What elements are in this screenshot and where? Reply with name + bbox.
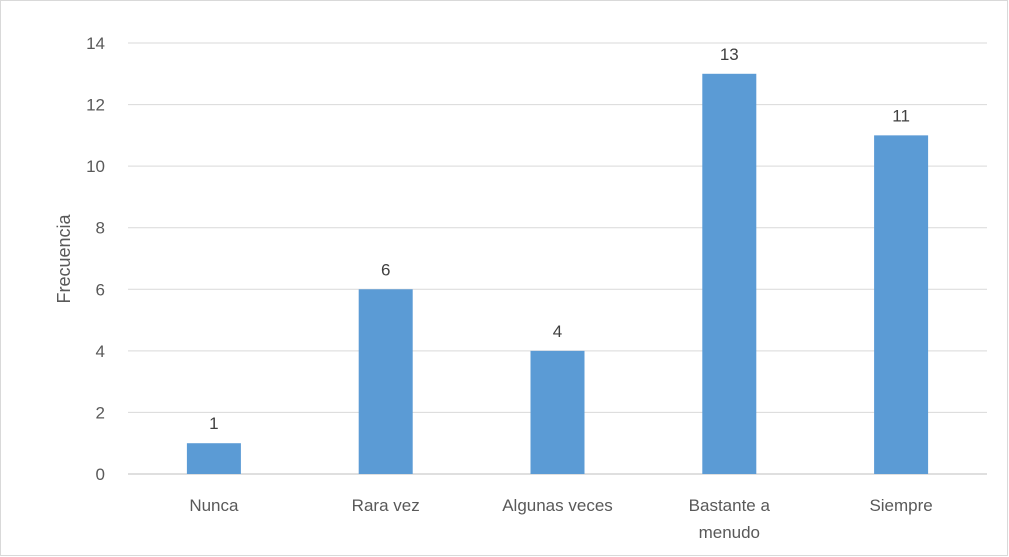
x-category-label: Nunca bbox=[189, 496, 239, 515]
y-axis-title: Frecuencia bbox=[54, 213, 74, 303]
y-tick-label: 2 bbox=[96, 403, 105, 422]
x-axis-categories: Nunca Rara vez Algunas veces Bastante a menu… bbox=[189, 496, 932, 542]
y-tick-label: 10 bbox=[86, 157, 105, 176]
bar bbox=[530, 350, 585, 474]
bar bbox=[702, 73, 757, 475]
bar bbox=[358, 289, 413, 474]
data-label: 1 bbox=[209, 414, 218, 433]
bar bbox=[874, 135, 929, 474]
data-label: 6 bbox=[381, 260, 390, 279]
y-tick-label: 14 bbox=[86, 34, 105, 53]
y-tick-label: 0 bbox=[96, 465, 105, 484]
x-category-label: Algunas veces bbox=[502, 496, 613, 515]
x-category-label: Rara vez bbox=[352, 496, 420, 515]
x-category-label: menudo bbox=[699, 523, 760, 542]
data-label: 13 bbox=[720, 45, 739, 64]
y-axis-ticks: 0 2 4 6 8 10 12 14 bbox=[86, 34, 105, 484]
y-tick-label: 8 bbox=[96, 219, 105, 238]
data-labels: 1 6 4 13 11 bbox=[209, 45, 910, 433]
y-tick-label: 4 bbox=[96, 342, 105, 361]
bars bbox=[186, 73, 929, 475]
x-category-label: Bastante a bbox=[689, 496, 771, 515]
data-label: 11 bbox=[892, 106, 910, 125]
x-category-label: Siempre bbox=[869, 496, 932, 515]
y-tick-label: 6 bbox=[96, 280, 105, 299]
data-label: 4 bbox=[553, 322, 562, 341]
y-tick-label: 12 bbox=[86, 96, 105, 115]
bar bbox=[186, 443, 241, 474]
